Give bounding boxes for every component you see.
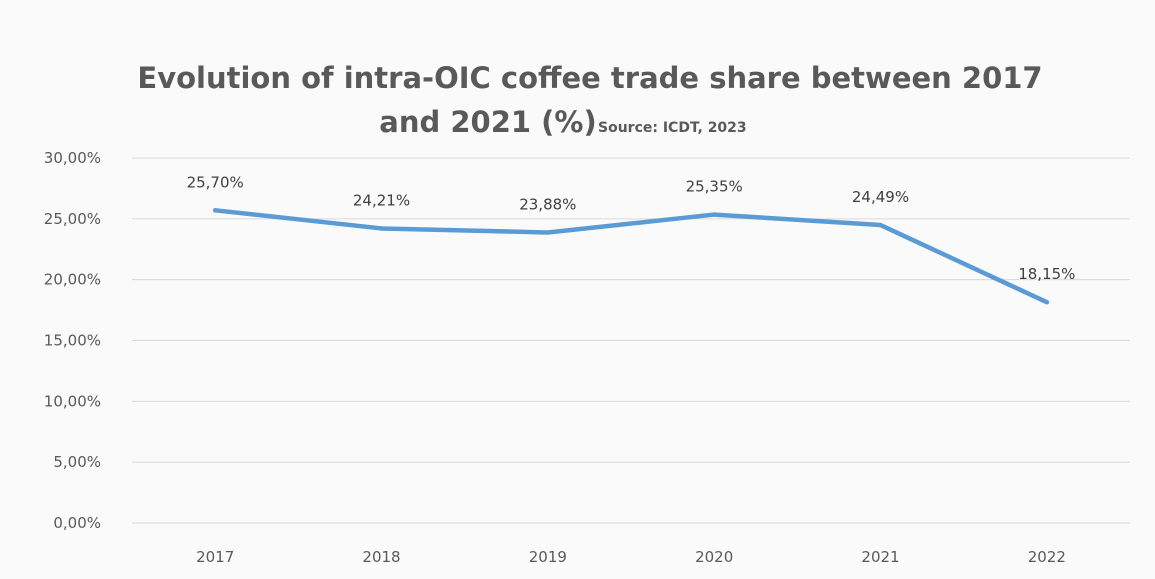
y-tick-label: 10,00% (44, 392, 101, 410)
y-tick-label: 15,00% (44, 332, 101, 350)
data-point (379, 226, 384, 231)
data-labels: 25,70% 24,21% 23,88% 25,35% 24,49% 18,15% (187, 173, 1076, 283)
y-tick-label: 20,00% (44, 271, 101, 289)
data-label: 24,49% (852, 188, 909, 206)
chart-title-line-1: Evolution of intra-OIC coffee trade shar… (137, 61, 1042, 95)
series-group (212, 208, 1050, 305)
y-tick-label: 25,00% (44, 210, 101, 228)
x-tick-label: 2020 (695, 548, 733, 566)
data-label: 24,21% (353, 191, 410, 209)
x-tick-label: 2021 (861, 548, 899, 566)
y-tick-label: 0,00% (53, 514, 101, 532)
data-label: 25,70% (187, 173, 244, 191)
data-point (212, 208, 218, 213)
y-axis-tick-labels: 0,00% 5,00% 10,00% 15,00% 20,00% 25,00% 30,00% (44, 149, 101, 532)
data-label: 18,15% (1018, 265, 1075, 283)
x-tick-label: 2022 (1028, 548, 1066, 566)
x-tick-label: 2019 (529, 548, 567, 566)
x-tick-label: 2017 (196, 548, 234, 566)
gridlines (132, 157, 1130, 524)
data-point (878, 222, 883, 228)
series-line (212, 208, 1050, 305)
y-tick-label: 5,00% (53, 453, 101, 471)
data-point (1044, 299, 1050, 305)
x-tick-label: 2018 (362, 548, 400, 566)
chart-title-line-2: and 2021 (%) (379, 105, 596, 139)
y-tick-label: 30,00% (44, 149, 101, 167)
data-point (711, 212, 717, 217)
data-label: 25,35% (686, 178, 743, 196)
x-axis-tick-labels: 2017 2018 2019 2020 2021 2022 (196, 548, 1066, 566)
data-label: 23,88% (519, 195, 576, 213)
chart-source-note: Source: ICDT, 2023 (598, 120, 747, 136)
data-point (545, 230, 551, 235)
